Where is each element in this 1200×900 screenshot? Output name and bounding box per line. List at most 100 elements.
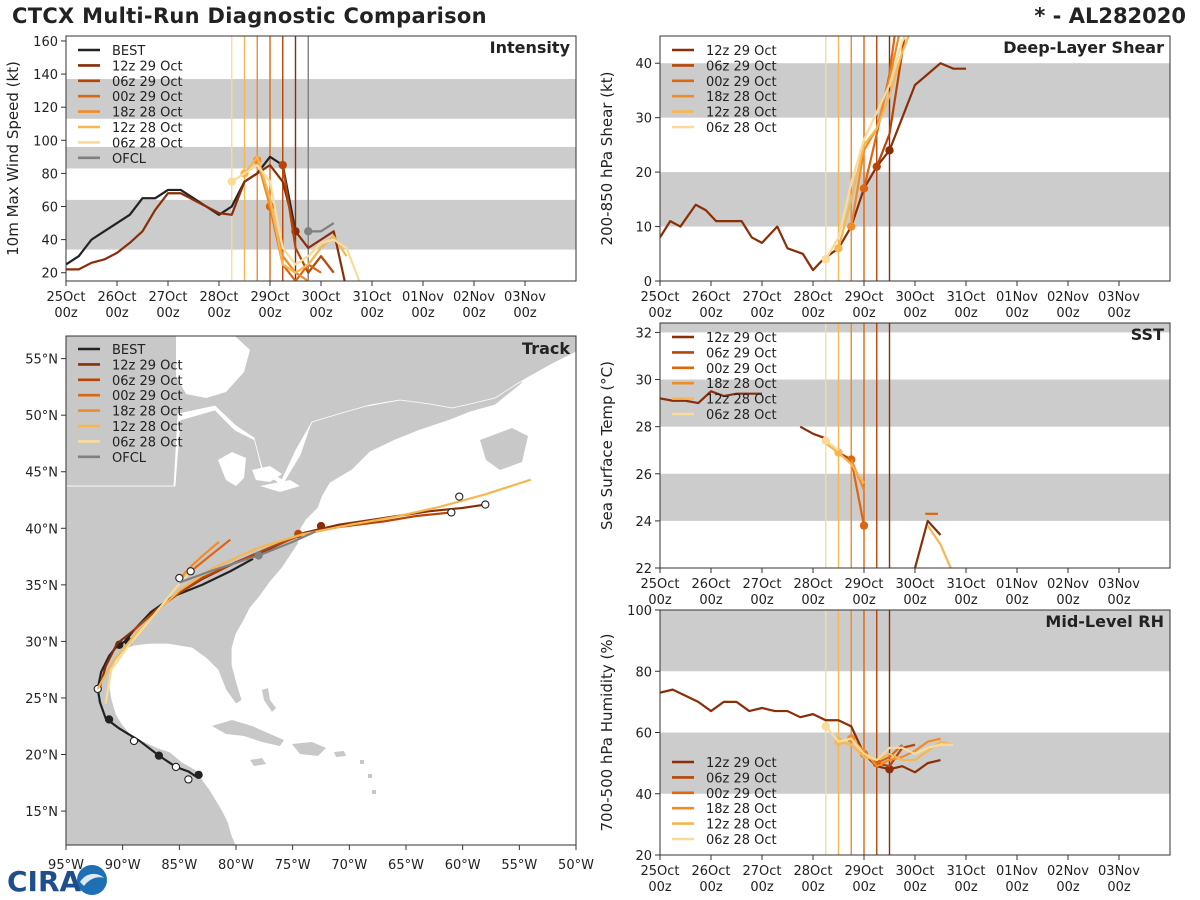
legend-label: 18z 28 Oct (706, 90, 777, 105)
x-tick-label: 27Oct (742, 290, 781, 305)
legend-label: 06z 28 Oct (706, 833, 777, 848)
series-marker (227, 177, 236, 186)
track-marker (154, 751, 164, 760)
legend-label: 00z 29 Oct (112, 90, 183, 105)
series-marker (821, 436, 830, 445)
x-tick-label: 30Oct (301, 290, 340, 305)
track-marker (447, 508, 456, 517)
y-tick-label: 32 (635, 326, 652, 341)
x-tick-label: 60°W (445, 858, 481, 873)
x-tick-label: 31Oct (946, 577, 985, 592)
y-tick-label: 20 (41, 267, 58, 282)
x-tick-label: 80°W (218, 858, 254, 873)
track-marker (184, 775, 193, 784)
hudson-bay-water (176, 336, 250, 398)
track-marker (104, 715, 114, 724)
y-tick-label: 40 (635, 57, 652, 72)
legend-label: 06z 28 Oct (112, 136, 183, 151)
x-tick-label: 25Oct (640, 290, 679, 305)
y-tick-label: 100 (33, 134, 58, 149)
series-line (281, 164, 335, 274)
shaded-band (660, 172, 1170, 227)
legend-label: 18z 28 Oct (112, 106, 183, 121)
series-line (926, 524, 952, 568)
series-line (308, 222, 335, 233)
y-tick-label: 80 (41, 167, 58, 182)
legend-label: 12z 29 Oct (706, 331, 777, 346)
legend-label: 06z 29 Oct (706, 59, 777, 74)
x-tick-label: 00z (801, 880, 825, 895)
track-marker (254, 551, 263, 560)
x-tick-label: 26Oct (691, 577, 730, 592)
x-tick-label: 00z (1107, 880, 1131, 895)
x-tick-label: 90°W (105, 858, 141, 873)
y-tick-label: 55°N (25, 353, 58, 368)
x-tick-label: 00z (852, 593, 876, 608)
x-tick-label: 00z (750, 306, 774, 321)
y-tick-label: 20°N (25, 749, 58, 764)
series-line (825, 442, 865, 484)
series-marker (821, 255, 830, 264)
x-tick-label: 00z (309, 306, 333, 321)
x-tick-label: 26Oct (691, 290, 730, 305)
track-line (178, 541, 220, 580)
x-tick-label: 00z (750, 880, 774, 895)
y-tick-label: 30 (635, 374, 652, 389)
track-lines (93, 478, 532, 784)
x-tick-label: 27Oct (148, 290, 187, 305)
legend-label: 12z 28 Oct (706, 818, 777, 833)
y-tick-label: 24 (635, 515, 652, 530)
y-axis-label: 10m Max Wind Speed (kt) (4, 61, 22, 256)
series-marker (885, 146, 894, 155)
track-marker (316, 521, 326, 531)
x-tick-label: 00z (411, 306, 435, 321)
great-lakes-water (218, 452, 300, 492)
x-tick-label: 00z (801, 306, 825, 321)
series-marker (821, 722, 830, 731)
series-line (256, 159, 309, 281)
x-tick-label: 00z (513, 306, 537, 321)
series-line (799, 425, 827, 440)
track-marker (481, 500, 490, 509)
x-tick-label: 29Oct (844, 577, 883, 592)
y-tick-label: 40°N (25, 522, 58, 537)
series-line (660, 390, 762, 405)
y-tick-label: 20 (635, 166, 652, 181)
series-marker (304, 227, 313, 236)
y-tick-label: 45°N (25, 466, 58, 481)
y-tick-label: 15°N (25, 805, 58, 820)
x-tick-label: 00z (699, 880, 723, 895)
shaded-band (660, 379, 1170, 427)
panel-title: Mid-Level RH (1045, 612, 1164, 631)
intensity-panel: 2040608010012014016025Oct00z26Oct00z27Oc… (4, 35, 577, 321)
x-tick-label: 31Oct (946, 290, 985, 305)
legend-label: 06z 28 Oct (706, 121, 777, 136)
series-line (875, 36, 906, 168)
track-marker (455, 492, 464, 501)
y-tick-label: 60 (635, 727, 652, 742)
x-tick-label: 00z (648, 880, 672, 895)
x-tick-label: 00z (699, 306, 723, 321)
legend-label: 18z 28 Oct (706, 377, 777, 392)
shaded-band (660, 63, 1170, 118)
x-tick-label: 27Oct (742, 864, 781, 879)
x-tick-label: 85°W (161, 858, 197, 873)
chart-title: CTCX Multi-Run Diagnostic Comparison (12, 4, 487, 28)
series-line (824, 725, 954, 762)
land-masses (66, 336, 576, 845)
legend-label: 06z 29 Oct (706, 346, 777, 361)
series-marker (278, 160, 287, 170)
y-tick-label: 50°N (25, 409, 58, 424)
series-line (66, 164, 346, 281)
x-tick-label: 00z (954, 306, 978, 321)
x-tick-label: 00z (207, 306, 231, 321)
legend-label: 12z 28 Oct (706, 393, 777, 408)
y-tick-label: 26 (635, 468, 652, 483)
x-tick-label: 00z (462, 306, 486, 321)
series-line (913, 519, 942, 568)
legend-label: 00z 29 Oct (112, 389, 183, 404)
